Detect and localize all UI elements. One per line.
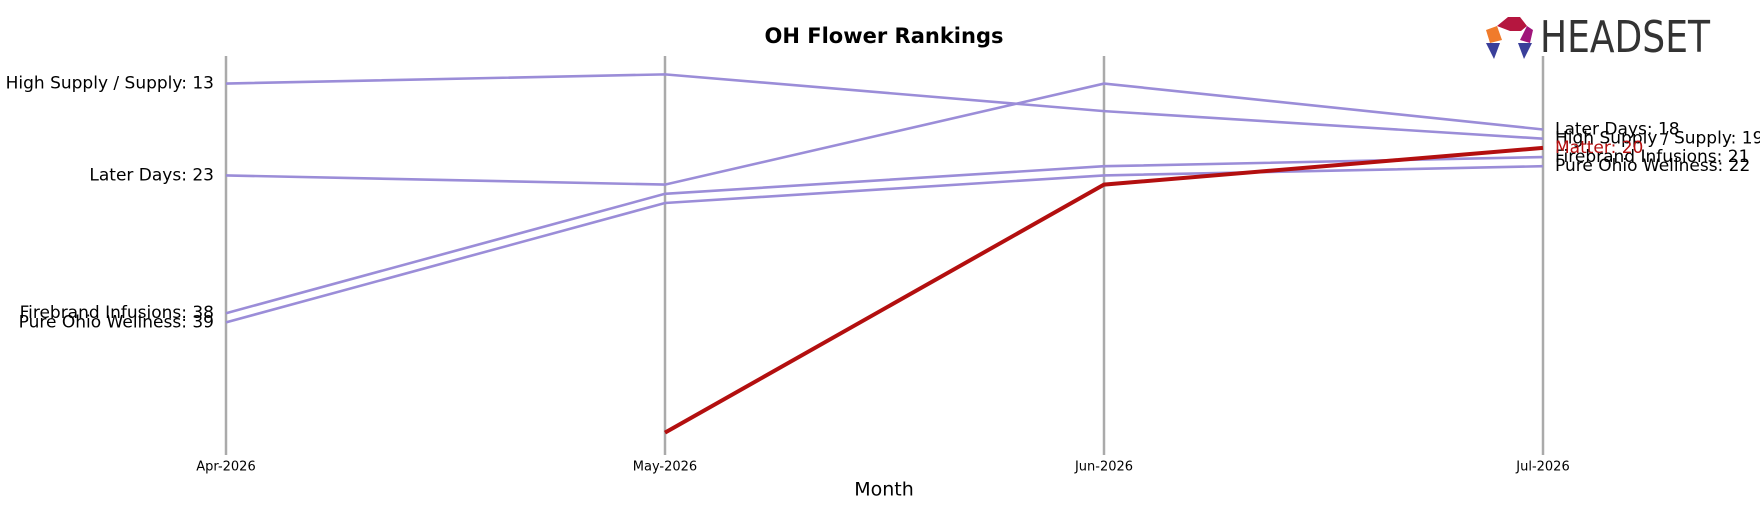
series-line [225,164,1544,324]
value-label: Firebrand Infusions: 38 [20,303,214,323]
series-line [225,82,1544,186]
logo-icon [1486,26,1502,43]
x-tick-label: Jun-2026 [1074,460,1133,475]
x-tick-label: Apr-2026 [196,460,255,475]
logo-icon [1486,43,1500,59]
logo-icon [1497,17,1527,31]
series-line [225,73,1544,140]
logo-icon [1518,43,1532,59]
x-axis-label: Month [854,479,914,501]
value-label: Matter: 20 [1555,138,1643,158]
value-label: Pure Ohio Wellness: 39 [19,312,214,332]
logo: HEADSET [1486,12,1710,63]
value-label: Firebrand Infusions: 21 [1555,147,1749,167]
value-label: High Supply / Supply: 13 [6,74,214,94]
series-line [664,145,1544,435]
value-label: High Supply / Supply: 19 [1555,129,1760,149]
value-label: Pure Ohio Wellness: 22 [1555,156,1750,176]
x-tick-label: May-2026 [633,460,697,475]
value-label: Later Days: 23 [89,165,214,185]
series-line [225,155,1544,315]
chart-title: OH Flower Rankings [765,24,1004,48]
value-label: Later Days: 18 [1555,119,1680,139]
logo-text: HEADSET [1540,12,1710,63]
x-tick-label: Jul-2026 [1515,460,1569,475]
logo-icon [1520,26,1533,43]
